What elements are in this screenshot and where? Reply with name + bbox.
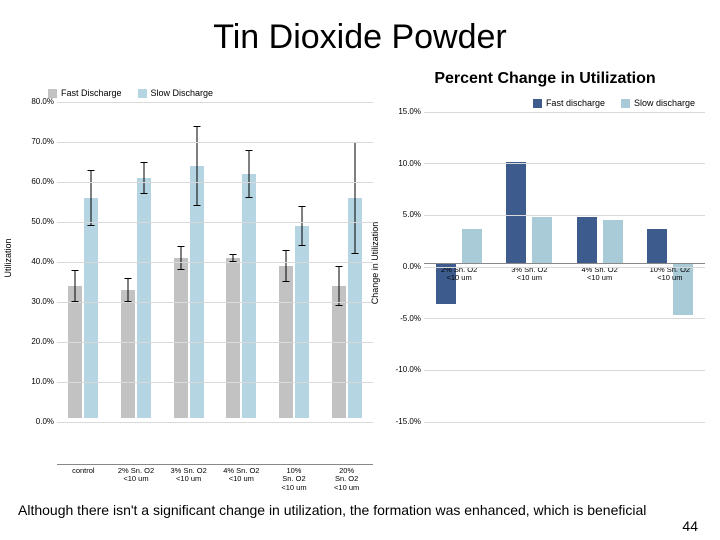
utilization-chart: Fast DischargeSlow Discharge Utilization…	[18, 88, 373, 463]
legend-item: Fast Discharge	[48, 88, 122, 98]
ytick: 5.0%	[385, 211, 705, 219]
bar-slow2	[603, 220, 623, 263]
xlabel: 2% Sn. O2<10 um	[110, 467, 163, 484]
ytick: 40.0%	[18, 258, 373, 266]
ytick: 15.0%	[385, 108, 705, 116]
ytick: 50.0%	[18, 218, 373, 226]
legend-item: Fast discharge	[533, 98, 605, 108]
xlabel: 10%Sn. O2<10 um	[268, 467, 321, 492]
chart2-title: Percent Change in Utilization	[385, 70, 705, 88]
legend-label: Slow Discharge	[151, 88, 214, 98]
pct-change-chart: Percent Change in Utilization Fast disch…	[385, 70, 705, 460]
bar-slow2	[462, 229, 482, 263]
ytick: 60.0%	[18, 178, 373, 186]
xlabel: 20%Sn. O2<10 um	[320, 467, 373, 492]
ytick: 80.0%	[18, 98, 373, 106]
bar-slow	[295, 226, 309, 418]
bar-slow2	[532, 217, 552, 264]
ytick: 0.0%	[385, 263, 705, 271]
page-number: 44	[682, 518, 698, 534]
ytick: -5.0%	[385, 315, 705, 323]
xlabel: control	[57, 467, 110, 475]
legend-item: Slow Discharge	[138, 88, 214, 98]
chart1-ylabel: Utilization	[3, 238, 13, 277]
ytick: -10.0%	[385, 366, 705, 374]
legend-swatch	[138, 89, 147, 98]
bar-fast2	[577, 217, 597, 264]
ytick: 10.0%	[18, 378, 373, 386]
ytick: 30.0%	[18, 298, 373, 306]
page-title: Tin Dioxide Powder	[0, 0, 720, 65]
ytick: 70.0%	[18, 138, 373, 146]
legend-swatch	[533, 99, 542, 108]
legend-swatch	[621, 99, 630, 108]
legend-label: Fast Discharge	[61, 88, 122, 98]
bar-fast2	[647, 229, 667, 263]
legend-label: Fast discharge	[546, 98, 605, 108]
ytick: 20.0%	[18, 338, 373, 346]
caption-text: Although there isn't a significant chang…	[18, 502, 698, 518]
xlabel: 3% Sn. O2<10 um	[162, 467, 215, 484]
legend-item: Slow discharge	[621, 98, 695, 108]
ytick: -15.0%	[385, 418, 705, 426]
ytick: 10.0%	[385, 160, 705, 168]
chart1-legend: Fast Discharge Slow Discharge	[18, 88, 373, 98]
xlabel: 4% Sn. O2<10 um	[215, 467, 268, 484]
bar-fast	[121, 290, 135, 418]
chart2-legend: Fast discharge Slow discharge	[385, 98, 705, 108]
ytick: 0.0%	[18, 418, 373, 426]
legend-label: Slow discharge	[634, 98, 695, 108]
chart2-ylabel: Change in Utilization	[370, 222, 380, 305]
